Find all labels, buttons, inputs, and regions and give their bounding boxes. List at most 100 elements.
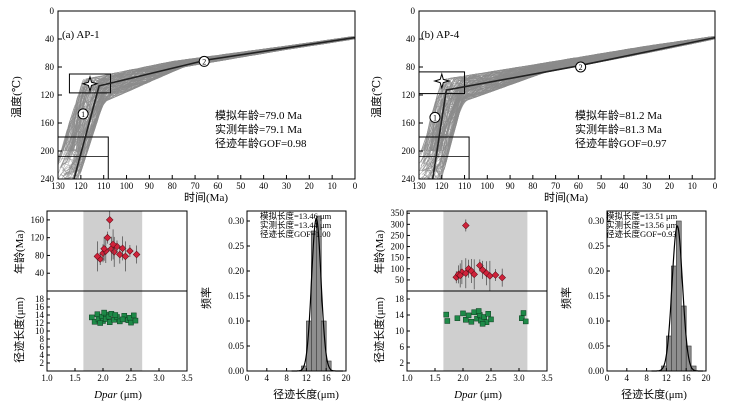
y-tick-label: 2 <box>40 358 45 368</box>
age-point <box>105 216 114 224</box>
y-tick-label: 50 <box>395 275 405 285</box>
length-point <box>89 314 95 321</box>
y-tick-label: 200 <box>41 146 55 156</box>
x-axis-label-dpar: Dpar <box>453 389 478 401</box>
y-tick-label: 240 <box>402 174 416 184</box>
age-point <box>116 250 124 259</box>
age-point <box>110 248 118 256</box>
star-shape <box>81 74 99 93</box>
x-tick-label: 3.0 <box>153 373 165 383</box>
y-tick-label: 240 <box>41 174 55 184</box>
axes: 130 120 110 100 90 80 70 60 50 40 30 20 10 0040801201… <box>402 6 718 191</box>
model-path <box>424 36 710 152</box>
y-tick-label: 8 <box>40 334 45 344</box>
y-tick-label: 120 <box>41 90 55 100</box>
y-tick-label: 120 <box>31 233 45 243</box>
y-axis-label-age: 年龄(Ma) <box>372 230 386 274</box>
age-point <box>498 273 506 282</box>
plot-frame <box>606 210 707 372</box>
path-marker-label: 1 <box>81 110 85 119</box>
length-point <box>485 311 491 317</box>
model-path <box>422 38 713 172</box>
x-tick-label: 1.5 <box>69 373 81 383</box>
y-tick-label: 300 <box>391 219 405 229</box>
y-tick-label: 0.25 <box>588 241 604 251</box>
histogram-bar <box>680 305 687 372</box>
model-path <box>425 38 711 166</box>
length-histogram-ap1: 0 4 8 12 16 20 0.00 0.05 0.10 0.15 0.20 0.25 0.30 模拟… <box>199 210 351 401</box>
y-tick-label: 80 <box>45 62 55 72</box>
x-tick-label: 10 <box>328 181 338 191</box>
length-point <box>479 321 486 327</box>
x-tick-label: 16 <box>322 373 332 383</box>
data-points <box>89 210 141 326</box>
annotation-measured-age: 实测年龄=79.1 Ma <box>215 122 302 136</box>
axes: 0 4 8 12 16 20 0.00 0.05 0.10 0.15 0.20 0.25 0.30 <box>588 210 711 383</box>
y-tick-label: 80 <box>35 250 45 260</box>
age-point <box>478 266 487 274</box>
length-point <box>460 310 466 317</box>
path-marker <box>429 111 441 123</box>
x-tick-label: 16 <box>682 373 692 383</box>
y-tick-label: 200 <box>402 146 416 156</box>
star-marker <box>433 72 451 90</box>
x-tick-label: 130 <box>51 181 65 191</box>
age-point <box>486 272 494 280</box>
y-tick-label: 0.15 <box>228 291 244 301</box>
length-point <box>132 317 139 324</box>
y-axis-label: 温度(℃) <box>9 76 23 118</box>
y-axis-label-age: 年龄(Ma) <box>12 230 26 274</box>
age-point <box>470 270 478 279</box>
axes: 0 4 8 12 16 20 0.00 0.05 0.10 0.15 0.20 0.25 0.30 <box>228 210 351 383</box>
age-point <box>491 271 500 279</box>
y-tick-label: 18 <box>395 294 405 304</box>
x-tick-label: 40 <box>259 181 269 191</box>
path-marker-label: 2 <box>202 57 206 66</box>
y-tick-label: 0.05 <box>228 341 244 351</box>
model-path <box>64 36 351 152</box>
x-tick-label: 120 <box>435 181 449 191</box>
length-point <box>443 311 449 318</box>
x-tick-label: 110 <box>97 181 111 191</box>
y-tick-label: 0.05 <box>588 341 604 351</box>
age-point <box>109 240 117 249</box>
model-path <box>432 38 712 165</box>
y-tick-label: 0.30 <box>228 216 244 226</box>
x-axis-label: Dpar (μm) <box>453 389 502 401</box>
age-point <box>93 252 102 261</box>
x-tick-label: 8 <box>284 373 289 383</box>
x-tick-label: 100 <box>481 181 495 191</box>
x-axis-label-unit: (μm) <box>477 389 502 401</box>
x-tick-label: 2.0 <box>457 373 469 383</box>
annotation-gof: 径迹年龄GOF=0.98 <box>215 136 307 150</box>
star-shape <box>433 72 451 90</box>
chart-title: (a) AP-1 <box>62 29 100 41</box>
model-path <box>422 38 714 165</box>
x-tick-label: 1.0 <box>401 373 413 383</box>
annotation-model-length: 模拟长度=13.46 μm <box>260 211 332 221</box>
annotation-length-gof: 径迹长度GOF=0.93 <box>606 229 677 239</box>
annotation-length-gof: 径迹长度GOF=1.00 <box>260 229 331 239</box>
x-axis-label: Dpar (μm) <box>93 389 142 401</box>
length-point <box>131 312 137 319</box>
x-axis-label: 时间(Ma) <box>184 191 228 204</box>
length-point <box>119 316 126 323</box>
y-tick-label: 0.20 <box>588 266 604 276</box>
y-tick-label: 250 <box>391 230 405 240</box>
y-tick-label: 0.20 <box>228 266 244 276</box>
model-path-envelope <box>57 36 356 180</box>
length-point <box>463 317 469 323</box>
x-tick-label: 40 <box>619 181 629 191</box>
y-tick-label: 6 <box>400 342 405 352</box>
model-path <box>423 38 715 171</box>
x-tick-label: 120 <box>74 181 88 191</box>
thermal-history-ap4: 12 130 120 110 100 90 80 70 60 50 40 30 20 10 0040801… <box>369 6 718 204</box>
length-point <box>454 315 461 321</box>
length-point <box>520 310 527 316</box>
x-axis-label: 径迹长度(μm) <box>621 387 687 401</box>
x-tick-label: 100 <box>120 181 134 191</box>
dpar-plot-ap1: 1.0 1.5 2.0 2.5 3.0 3.5 40 80 120 160 246810121416… <box>12 210 193 401</box>
y-tick-label: 18 <box>35 294 45 304</box>
y-axis-label: 频率 <box>199 287 213 309</box>
